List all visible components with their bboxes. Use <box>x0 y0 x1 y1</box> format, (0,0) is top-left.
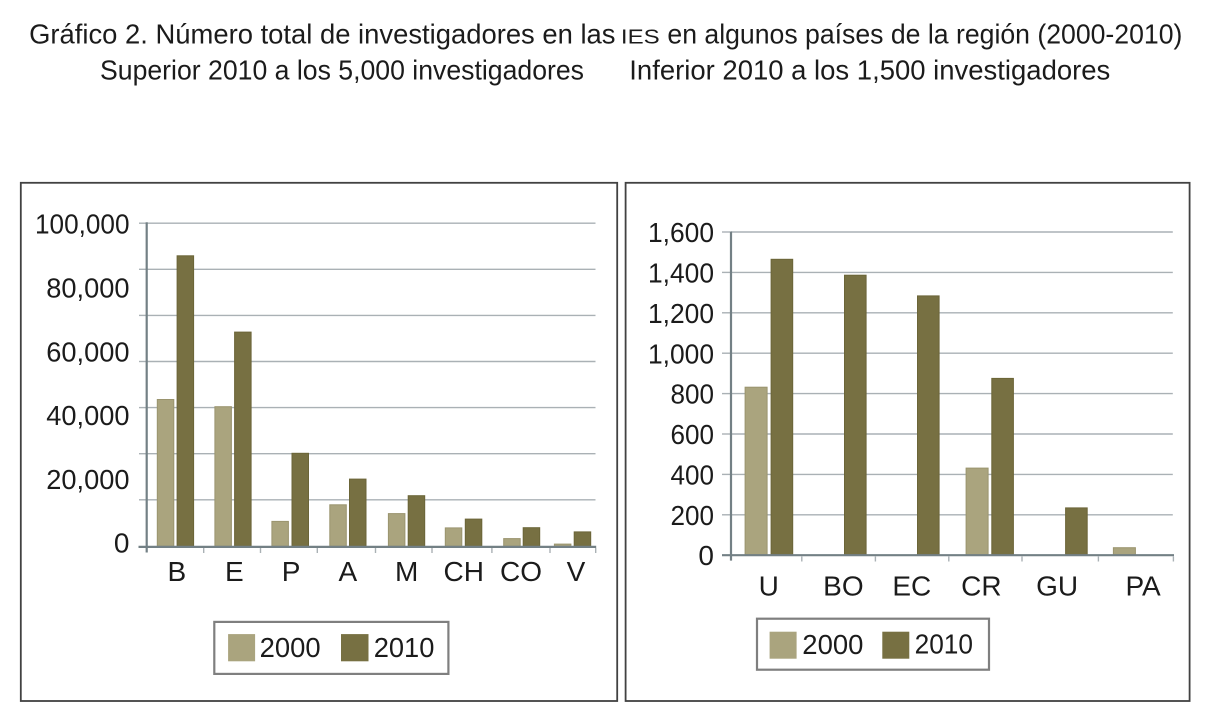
svg-text:1,600: 1,600 <box>648 217 714 248</box>
svg-text:CO: CO <box>500 556 542 587</box>
svg-text:20,000: 20,000 <box>46 464 129 495</box>
svg-text:B: B <box>167 556 186 587</box>
svg-text:400: 400 <box>671 460 715 491</box>
svg-text:CH: CH <box>443 556 483 587</box>
svg-text:60,000: 60,000 <box>46 336 129 367</box>
svg-text:100,000: 100,000 <box>35 209 130 240</box>
svg-text:2010: 2010 <box>374 632 435 663</box>
svg-text:en algunos países de la región: en algunos países de la región (2000-201… <box>667 18 1182 49</box>
svg-text:1,200: 1,200 <box>648 298 714 329</box>
svg-text:Superior 2010 a los 5,000 inve: Superior 2010 a los 5,000 investigadores <box>100 55 584 86</box>
svg-text:2010: 2010 <box>915 629 973 660</box>
svg-text:2000: 2000 <box>260 632 321 663</box>
svg-text:0: 0 <box>114 528 130 559</box>
svg-text:PA: PA <box>1125 571 1161 602</box>
svg-text:0: 0 <box>698 540 714 571</box>
svg-text:M: M <box>395 556 418 587</box>
svg-text:BO: BO <box>823 571 863 602</box>
svg-text:Inferior 2010 a los 1,500 inve: Inferior 2010 a los 1,500 investigadores <box>629 55 1110 86</box>
svg-text:P: P <box>282 556 301 587</box>
svg-text:Gráfico 2. Número total de inv: Gráfico 2. Número total de investigadore… <box>29 18 615 49</box>
svg-text:1,400: 1,400 <box>648 258 714 289</box>
svg-text:EC: EC <box>892 571 931 602</box>
svg-text:1,000: 1,000 <box>648 338 714 369</box>
svg-text:600: 600 <box>671 419 715 450</box>
svg-text:800: 800 <box>671 379 715 410</box>
svg-text:40,000: 40,000 <box>46 400 129 431</box>
svg-text:GU: GU <box>1036 571 1078 602</box>
svg-text:80,000: 80,000 <box>46 273 129 304</box>
svg-text:200: 200 <box>671 500 715 531</box>
svg-text:2000: 2000 <box>802 629 863 660</box>
svg-text:V: V <box>567 556 586 587</box>
svg-text:U: U <box>759 571 779 602</box>
svg-text:E: E <box>225 556 244 587</box>
svg-text:IES: IES <box>621 26 660 48</box>
svg-text:A: A <box>338 556 357 587</box>
svg-text:CR: CR <box>961 571 1001 602</box>
